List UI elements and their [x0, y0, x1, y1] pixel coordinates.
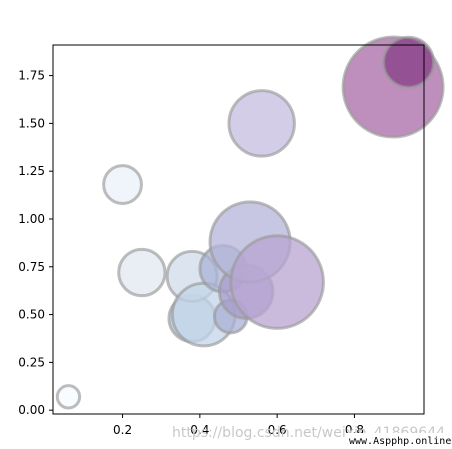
y-axis: 0.00 0.25 0.50 0.75 1.00 1.25 1.50 1.75 — [18, 69, 53, 417]
y-tick-label: 0.25 — [18, 355, 45, 369]
scatter-point — [382, 35, 436, 89]
y-tick-label: 1.75 — [18, 69, 45, 83]
y-tick-label: 1.00 — [18, 212, 45, 226]
x-tick-label: 0.4 — [190, 423, 209, 437]
scatter-point — [55, 384, 82, 410]
y-tick-label: 0.00 — [18, 403, 45, 417]
plot-frame — [52, 44, 425, 415]
points-layer — [55, 35, 445, 410]
scatter-point — [117, 247, 167, 298]
x-tick-label: 0.2 — [113, 423, 132, 437]
y-tick-label: 1.25 — [18, 164, 45, 178]
scatter-point — [102, 164, 143, 205]
watermark-site: www.Aspphp.online — [349, 436, 451, 447]
scatter-point — [229, 234, 325, 330]
scatter-point — [227, 89, 296, 158]
watermark-site-bg — [346, 433, 452, 447]
x-tick-label: 0.6 — [268, 423, 287, 437]
y-tick-label: 0.75 — [18, 260, 45, 274]
y-tick-label: 0.50 — [18, 308, 45, 322]
y-tick-label: 1.50 — [18, 116, 45, 130]
